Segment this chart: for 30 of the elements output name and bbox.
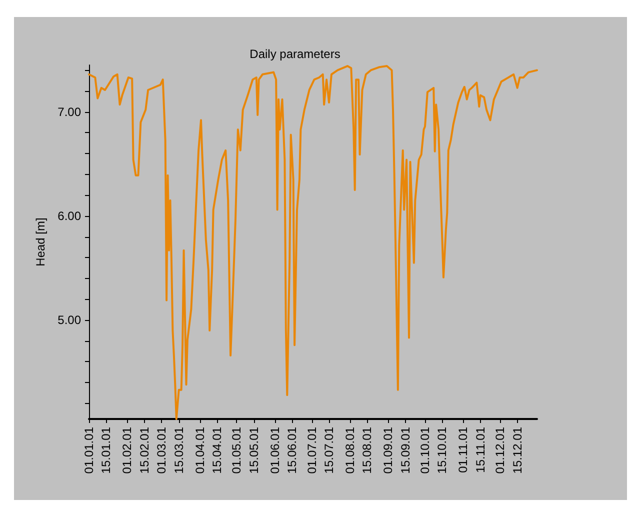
x-tick-label: 01.05.01 (230, 426, 244, 474)
x-tick-label: 01.04.01 (192, 426, 207, 474)
x-tick-label: 01.01.01 (82, 426, 96, 474)
x-tick-label: 01.11.01 (456, 426, 470, 473)
x-tick-label: 15.07.01 (322, 426, 336, 474)
y-tick-label: 7.00 (58, 104, 82, 119)
x-tick-label: 01.09.01 (381, 426, 396, 474)
x-tick-label: 15.11.01 (473, 426, 488, 473)
x-tick-label: 15.04.01 (210, 426, 224, 474)
x-tick-label: 01.12.01 (493, 426, 508, 474)
x-tick-label: 01.02.01 (120, 426, 134, 474)
x-tick-label: 15.06.01 (285, 426, 300, 474)
x-tick-label: 15.10.01 (435, 426, 450, 474)
line-series (88, 65, 538, 420)
y-tick-label: 5.00 (58, 313, 82, 328)
x-tick-label: 01.03.01 (154, 426, 169, 474)
y-axis-title: Head [m] (34, 218, 48, 266)
x-tick-label: 15.05.01 (246, 426, 261, 474)
x-tick-label: 15.03.01 (172, 426, 186, 474)
x-tick-label: 01.07.01 (304, 426, 319, 474)
x-tick-label: 15.12.01 (510, 426, 524, 474)
x-tick-label: 01.06.01 (268, 426, 282, 474)
chart-title: Daily parameters (250, 47, 340, 61)
x-tick-label: 15.09.01 (398, 426, 412, 474)
x-tick-label: 15.08.01 (360, 426, 374, 474)
x-tick-label: 15.02.01 (137, 426, 152, 474)
x-tick-label: 15.01.01 (99, 426, 114, 474)
x-tick-label: 01.08.01 (342, 426, 357, 474)
y-tick-label: 6.00 (58, 208, 82, 223)
x-tick-label: 01.10.01 (418, 426, 432, 474)
